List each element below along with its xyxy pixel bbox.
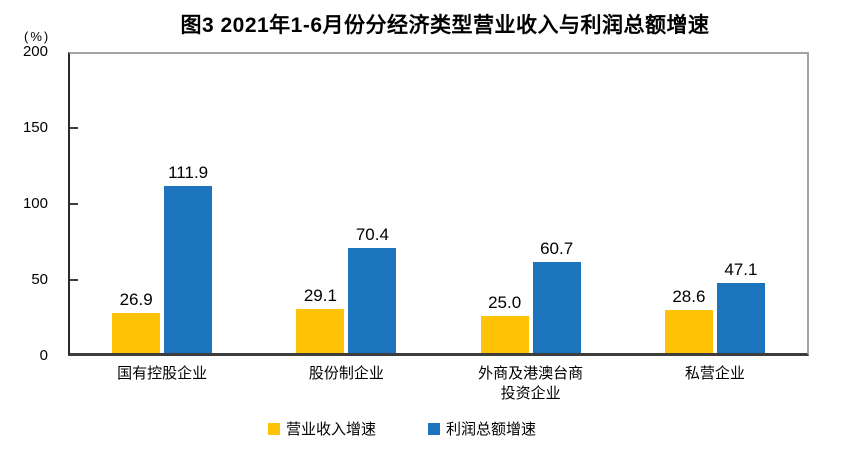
y-tick-mark xyxy=(70,127,78,129)
legend-label-revenue: 营业收入增速 xyxy=(286,421,377,438)
legend-item-profit: 利润总额增速 xyxy=(428,418,536,439)
y-tick-label: 50 xyxy=(31,271,48,288)
legend: 营业收入增速 利润总额增速 xyxy=(268,418,536,439)
y-tick-label: 200 xyxy=(22,43,48,60)
y-tick-label: 0 xyxy=(39,347,48,364)
x-category-label: 外商及港澳台商 投资企业 xyxy=(478,365,584,402)
bar-profit xyxy=(164,186,213,353)
legend-item-revenue: 营业收入增速 xyxy=(268,418,376,439)
bar-value-label: 60.7 xyxy=(540,239,574,258)
legend-swatch-revenue xyxy=(268,422,280,435)
legend-label-profit: 利润总额增速 xyxy=(446,421,537,438)
bar-value-label: 28.6 xyxy=(672,287,706,306)
chart-title: 图3 2021年1-6月份分经济类型营业收入与利润总额增速 xyxy=(180,14,710,37)
y-tick-label: 100 xyxy=(22,195,48,212)
bar-profit xyxy=(348,248,397,353)
bar-profit xyxy=(716,283,765,353)
bar-value-label: 26.9 xyxy=(119,290,153,309)
bar-value-label: 29.1 xyxy=(303,286,337,305)
bar-revenue xyxy=(664,310,713,353)
y-tick-mark xyxy=(70,279,78,281)
x-category-label: 私营企业 xyxy=(684,365,745,382)
bar-revenue xyxy=(112,313,161,353)
y-tick-mark xyxy=(70,203,78,205)
plot-area: 26.9 111.9 29.1 70.4 25.0 60.7 28.6 47.1 xyxy=(68,52,809,356)
bar-value-label: 111.9 xyxy=(168,163,209,182)
bar-value-label: 47.1 xyxy=(724,260,758,279)
legend-swatch-profit xyxy=(428,422,441,435)
bar-value-label: 25.0 xyxy=(488,293,522,312)
bar-value-label: 70.4 xyxy=(355,225,389,244)
x-category-label: 国有控股企业 xyxy=(117,365,208,382)
bar-profit xyxy=(532,262,581,353)
bar-revenue xyxy=(480,316,529,353)
x-category-label: 股份制企业 xyxy=(308,365,384,382)
y-axis-unit-label: (%) xyxy=(24,29,51,44)
bar-revenue xyxy=(296,309,345,353)
y-tick-label: 150 xyxy=(22,119,48,136)
